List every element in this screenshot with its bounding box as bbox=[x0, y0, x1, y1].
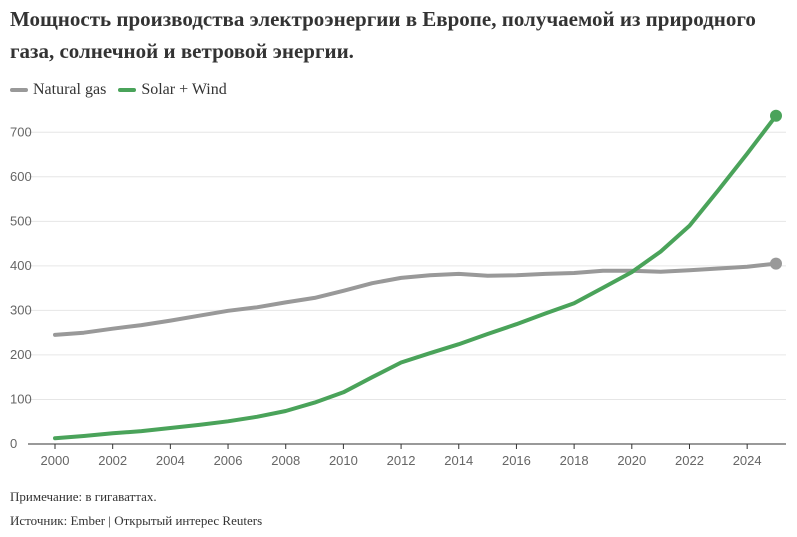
series-line-natural-gas bbox=[53, 261, 778, 337]
series-end-marker-solar-wind bbox=[770, 109, 782, 122]
y-tick-label-100: 100 bbox=[10, 391, 32, 406]
legend-item-solar-wind: Solar + Wind bbox=[118, 81, 227, 99]
y-tick-label-0: 0 bbox=[10, 436, 17, 451]
x-tick-label-2020: 2020 bbox=[617, 453, 646, 468]
x-tick-label-2012: 2012 bbox=[387, 453, 416, 468]
legend: Natural gas Solar + Wind bbox=[10, 79, 239, 101]
legend-label-solar-wind: Solar + Wind bbox=[141, 81, 227, 98]
x-tick-label-2008: 2008 bbox=[271, 453, 300, 468]
y-tick-label-400: 400 bbox=[10, 258, 32, 273]
x-tick-label-2004: 2004 bbox=[156, 453, 185, 468]
chart-source: Источник: Ember | Открытый интерес Reute… bbox=[10, 513, 263, 528]
x-tick-label-2006: 2006 bbox=[214, 453, 243, 468]
x-tick-label-2024: 2024 bbox=[733, 453, 762, 468]
x-tick-label-2002: 2002 bbox=[98, 453, 127, 468]
line-chart: 0 100 200 300 400 500 600 700 2000 2002 2004 2006 20… bbox=[10, 109, 786, 468]
x-tick-label-2022: 2022 bbox=[675, 453, 704, 468]
x-tick-label-2018: 2018 bbox=[560, 453, 589, 468]
y-tick-label-200: 200 bbox=[10, 347, 32, 362]
series-line-solar-wind bbox=[53, 113, 778, 441]
legend-label-natural-gas: Natural gas bbox=[33, 81, 107, 98]
series-end-marker-natural-gas bbox=[770, 257, 782, 270]
y-tick-label-600: 600 bbox=[10, 169, 32, 184]
chart-note: Примечание: в гигаваттах. bbox=[10, 489, 157, 504]
legend-item-natural-gas: Natural gas bbox=[10, 81, 106, 99]
x-tick-label-2000: 2000 bbox=[41, 453, 70, 468]
chart-title: Мощность производства электроэнергии в Е… bbox=[10, 7, 756, 63]
legend-swatch-natural-gas bbox=[10, 88, 28, 92]
x-tick-label-2016: 2016 bbox=[502, 453, 531, 468]
y-tick-label-500: 500 bbox=[10, 213, 32, 228]
x-tick-label-2014: 2014 bbox=[444, 453, 473, 468]
y-tick-label-300: 300 bbox=[10, 302, 32, 317]
y-tick-label-700: 700 bbox=[10, 124, 32, 139]
legend-swatch-solar-wind bbox=[118, 88, 137, 92]
x-tick-label-2010: 2010 bbox=[329, 453, 358, 468]
